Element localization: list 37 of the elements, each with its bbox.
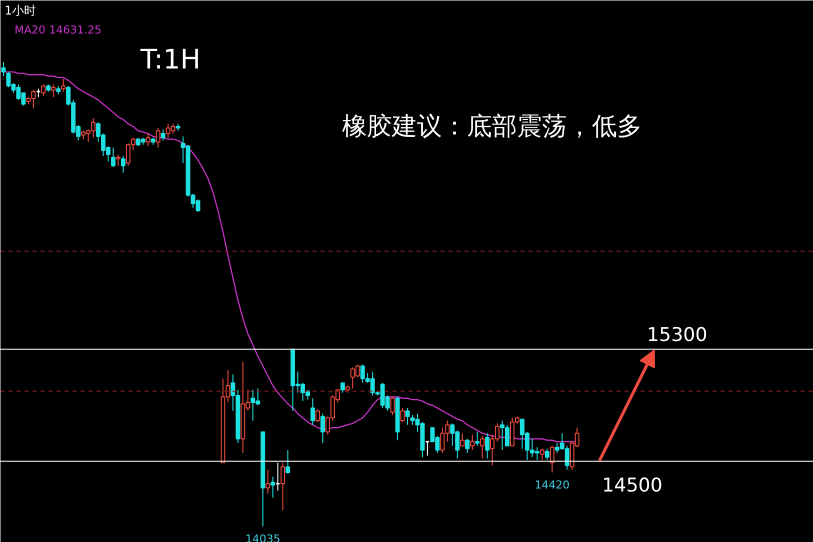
candlestick (550, 445, 554, 473)
candlestick (475, 431, 480, 446)
candlestick (120, 155, 126, 174)
candlestick (460, 432, 465, 446)
candlestick (156, 127, 160, 148)
candlestick (110, 147, 116, 168)
candlestick (480, 436, 485, 459)
candlestick (390, 396, 395, 416)
candlestick (266, 469, 270, 494)
candlestick (116, 154, 120, 166)
candlestick (400, 408, 405, 423)
candlestick (405, 408, 410, 426)
annotation: 1小时 (4, 4, 36, 18)
annotation: 14420 (534, 478, 570, 492)
text: MA20 14631.25 (14, 24, 102, 36)
ref-line-label: 14500 (602, 474, 662, 496)
candlestick (41, 84, 46, 96)
candlestick (280, 462, 286, 511)
candlestick (470, 434, 475, 451)
candlestick (320, 413, 325, 444)
candlestick (465, 438, 470, 454)
annotation: T:1H (140, 44, 201, 76)
candlestick (485, 432, 490, 459)
candlestick (160, 128, 166, 142)
candlestick (61, 78, 66, 92)
candlestick (310, 398, 315, 426)
candlestick (315, 408, 320, 423)
text: 橡胶建议：底部震荡，低多 (342, 112, 642, 140)
candlestick (270, 476, 276, 498)
candlestick (51, 84, 56, 98)
candlestick (1, 62, 6, 77)
candlestick (146, 133, 150, 147)
ref-line-label: 15300 (646, 324, 708, 346)
candlestick (544, 448, 550, 460)
candlestick (540, 448, 544, 460)
candlestick (340, 382, 345, 394)
candlestick (286, 450, 290, 474)
